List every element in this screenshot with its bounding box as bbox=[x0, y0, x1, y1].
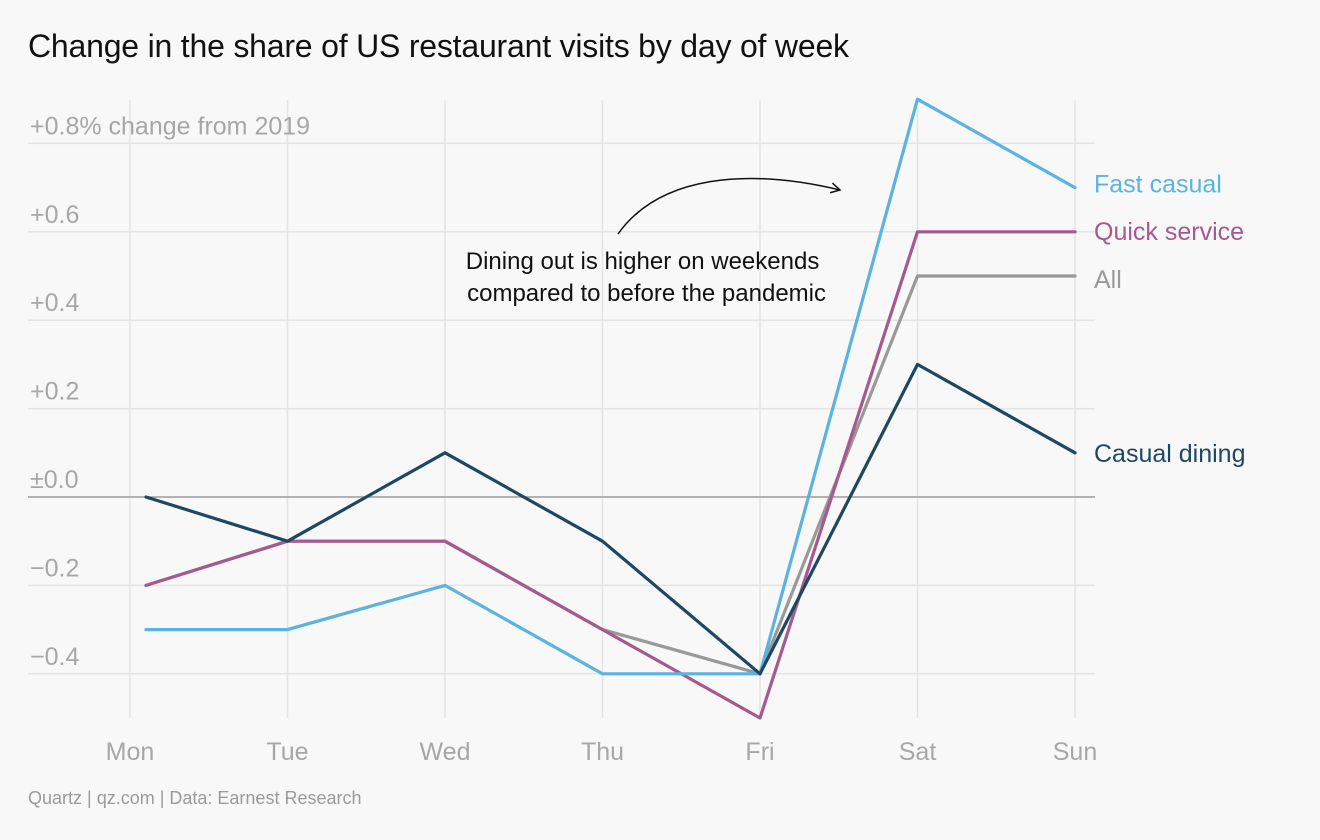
x-tick-label-mon: Mon bbox=[106, 738, 155, 766]
series-label-all: All bbox=[1094, 266, 1122, 294]
horizontal-gridlines bbox=[28, 142, 1095, 675]
series-label-quick-service: Quick service bbox=[1094, 218, 1244, 246]
x-tick-label-sun: Sun bbox=[1053, 738, 1097, 766]
series-line-fast-casual bbox=[144, 97, 1077, 676]
y-tick-label: −0.2 bbox=[30, 554, 79, 582]
x-tick-label-wed: Wed bbox=[420, 738, 471, 766]
annotation-line-2: compared to before the pandemic bbox=[467, 280, 826, 307]
y-tick-label: +0.2 bbox=[30, 378, 79, 406]
chart-title: Change in the share of US restaurant vis… bbox=[28, 28, 849, 64]
y-tick-label: +0.4 bbox=[30, 289, 79, 317]
x-tick-label-sat: Sat bbox=[899, 738, 937, 766]
annotation-line-1: Dining out is higher on weekends bbox=[466, 248, 820, 275]
series-line-casual-dining bbox=[144, 362, 1077, 676]
y-tick-label: ±0.0 bbox=[30, 466, 78, 494]
series-labels: Fast casual Quick service All Casual dining bbox=[1094, 171, 1246, 468]
x-tick-label-thu: Thu bbox=[581, 738, 624, 766]
x-tick-label-fri: Fri bbox=[745, 738, 774, 766]
x-axis-labels: Mon Tue Wed Thu Fri Sat Sun bbox=[106, 738, 1098, 766]
x-tick-label-tue: Tue bbox=[266, 738, 308, 766]
y-tick-label: +0.8% change from 2019 bbox=[30, 112, 310, 140]
y-tick-label: −0.4 bbox=[30, 643, 79, 671]
chart-source: Quartz | qz.com | Data: Earnest Research bbox=[28, 788, 362, 808]
annotation: Dining out is higher on weekends compare… bbox=[466, 177, 842, 307]
series-label-fast-casual: Fast casual bbox=[1094, 171, 1222, 199]
series-lines bbox=[144, 97, 1077, 720]
annotation-arrow bbox=[617, 177, 842, 235]
annotation-text: Dining out is higher on weekends compare… bbox=[466, 248, 826, 307]
series-line-all bbox=[144, 274, 1077, 676]
series-label-casual-dining: Casual dining bbox=[1094, 440, 1246, 468]
y-axis-labels: +0.8% change from 2019 +0.6 +0.4 +0.2 ±0.0 −0… bbox=[30, 112, 310, 670]
y-tick-label: +0.6 bbox=[30, 201, 79, 229]
